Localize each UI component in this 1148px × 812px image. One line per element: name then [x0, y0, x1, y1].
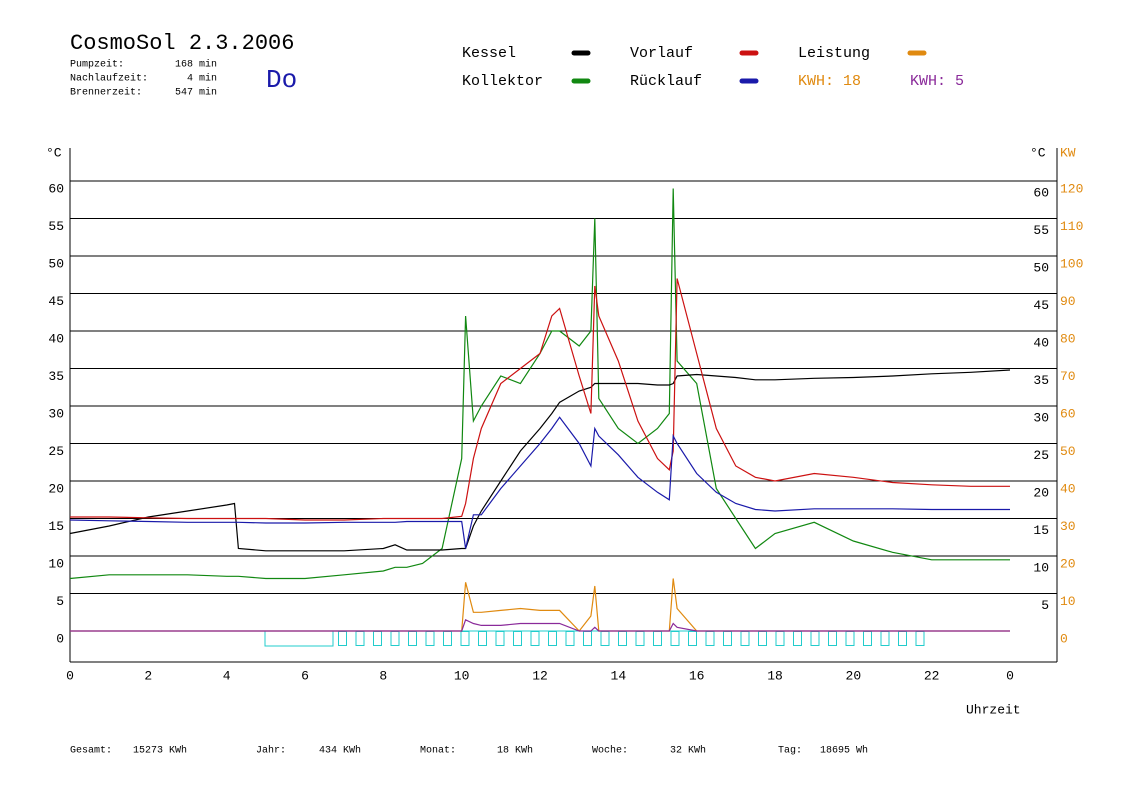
y2-tick-label: 60	[1060, 406, 1076, 421]
series-line	[70, 620, 1010, 631]
kwh-label: KWH: 18	[798, 73, 861, 90]
info-label: Brennerzeit:	[70, 87, 142, 99]
info-value: 547 min	[175, 87, 217, 99]
y2-tick-label: 90	[1060, 294, 1076, 309]
footer-label: Jahr:	[256, 745, 286, 757]
footer-label: Tag:	[778, 746, 802, 757]
y-tick-label: 60	[48, 181, 64, 196]
y-tick-label-right: 45	[1033, 298, 1049, 313]
footer-value: 18 KWh	[497, 745, 533, 757]
y-tick-label: 0	[56, 631, 64, 646]
y-tick-label: 45	[48, 294, 64, 309]
y-tick-label: 30	[48, 406, 64, 421]
x-tick-label: 2	[144, 668, 152, 683]
x-tick-label: 14	[611, 668, 627, 683]
x-tick-label: 20	[846, 668, 862, 683]
x-tick-label: 12	[532, 668, 548, 683]
y2-tick-label: 10	[1060, 594, 1076, 609]
y-tick-label: 25	[48, 444, 64, 459]
burner-block	[265, 631, 333, 646]
footer-value: 15273 KWh	[133, 745, 187, 757]
info-value: 4 min	[187, 73, 217, 85]
y2-tick-label: 50	[1060, 444, 1076, 459]
y-tick-label: 15	[48, 519, 64, 534]
y-tick-label-right: 60	[1033, 185, 1049, 200]
chart-title: CosmoSol 2.3.2006	[70, 31, 294, 56]
y-tick-label: 20	[48, 481, 64, 496]
y-tick-label: 55	[48, 219, 64, 234]
y2-tick-label: 70	[1060, 369, 1076, 384]
footer-label: Monat:	[420, 746, 456, 757]
y-tick-label: 35	[48, 369, 64, 384]
pump-blocks	[338, 631, 933, 646]
series-line	[70, 279, 1010, 521]
y-tick-label-right: 25	[1033, 448, 1049, 463]
y-tick-label-right: 20	[1033, 485, 1049, 500]
y-tick-label-right: 35	[1033, 373, 1049, 388]
y-tick-label: 50	[48, 256, 64, 271]
x-tick-label: 0	[1006, 668, 1014, 683]
series-line	[70, 417, 1010, 548]
y-tick-label-right: 5	[1041, 598, 1049, 613]
footer-value: 32 KWh	[670, 745, 706, 757]
legend-label: Leistung	[798, 45, 870, 62]
x-tick-label: 10	[454, 668, 470, 683]
day-label: Do	[266, 65, 297, 95]
y-tick-label-right: 55	[1033, 223, 1049, 238]
y-tick-label: 40	[48, 331, 64, 346]
y-tick-label: 5	[56, 594, 64, 609]
y2-tick-label: 110	[1060, 219, 1083, 234]
y2-tick-label: 20	[1060, 556, 1076, 571]
info-label: Pumpzeit:	[70, 59, 124, 71]
x-tick-label: 16	[689, 668, 705, 683]
y-tick-label-right: 15	[1033, 523, 1049, 538]
y2-tick-label: 100	[1060, 256, 1083, 271]
y2-tick-label: 40	[1060, 481, 1076, 496]
x-tick-label: 0	[66, 668, 74, 683]
y-axis-label: °C	[46, 145, 62, 160]
info-value: 168 min	[175, 59, 217, 71]
y-tick-label-right: 10	[1033, 560, 1049, 575]
y2-tick-label: 30	[1060, 519, 1076, 534]
y2-axis-label: KW	[1060, 145, 1076, 160]
footer-label: Woche:	[592, 745, 628, 757]
x-tick-label: 4	[223, 668, 231, 683]
x-tick-label: 22	[924, 668, 940, 683]
legend-label: Rücklauf	[630, 73, 702, 90]
info-label: Nachlaufzeit:	[70, 73, 148, 85]
x-axis-label: Uhrzeit	[966, 702, 1021, 717]
legend-label: Vorlauf	[630, 45, 693, 62]
y-tick-label-right: 40	[1033, 335, 1049, 350]
legend-label: Kollektor	[462, 73, 543, 90]
series-line	[70, 189, 1010, 579]
y-tick-label-right: 30	[1033, 410, 1049, 425]
x-tick-label: 18	[767, 668, 783, 683]
y-tick-label-right: 50	[1033, 260, 1049, 275]
x-tick-label: 6	[301, 668, 309, 683]
y2-tick-label: 80	[1060, 331, 1076, 346]
kwh-label: KWH: 5	[910, 73, 964, 90]
y-tick-label: 10	[48, 556, 64, 571]
legend-label: Kessel	[462, 45, 516, 62]
footer-value: 18695 Wh	[820, 745, 868, 757]
y2-tick-label: 120	[1060, 181, 1083, 196]
y2-tick-label: 0	[1060, 631, 1068, 646]
footer-value: 434 KWh	[319, 745, 361, 757]
x-tick-label: 8	[379, 668, 387, 683]
footer-label: Gesamt:	[70, 746, 112, 757]
series-line	[70, 370, 1010, 551]
y-axis-label-right: °C	[1030, 145, 1046, 160]
